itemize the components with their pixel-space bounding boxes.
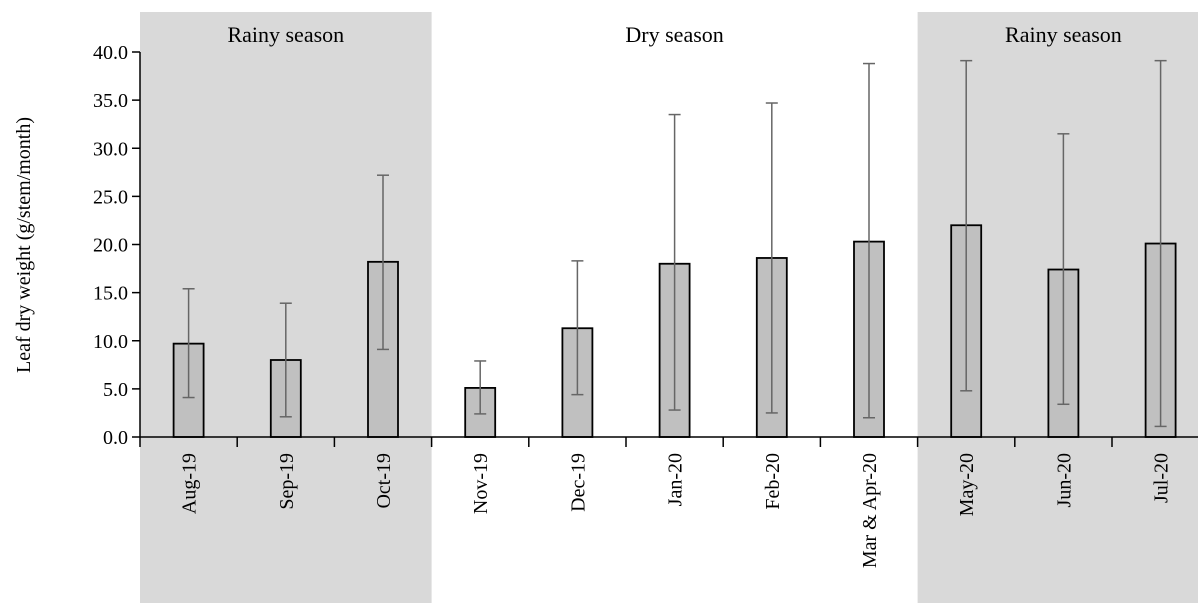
error-bar-5 (668, 113, 681, 411)
error-bar-10 (1154, 59, 1167, 428)
x-tick-label-9: Jun-20 (1053, 453, 1075, 507)
y-tick-label-6: 30.0 (93, 138, 128, 160)
y-tick-label-5: 25.0 (93, 186, 128, 208)
x-tick-label-5: Jan-20 (665, 453, 687, 506)
y-tick-label-0: 0.0 (103, 427, 128, 449)
error-bar-1 (279, 302, 292, 418)
y-tick-label-3: 15.0 (93, 283, 128, 305)
season-labels: Rainy season Dry season Rainy season (227, 22, 1121, 47)
season-label-2: Rainy season (1005, 22, 1122, 47)
x-tick-label-10: Jul-20 (1151, 453, 1173, 503)
x-tick-label-3: Nov-19 (470, 453, 492, 514)
y-axis: 0.0 5.0 10.0 15.0 20.0 25.0 30.0 35.0 40.0 (93, 42, 141, 449)
x-tick-label-2: Oct-19 (373, 453, 395, 509)
error-bar-3 (474, 360, 487, 415)
error-bars (182, 59, 1167, 428)
error-bar-6 (765, 102, 778, 414)
error-bar-2 (377, 174, 389, 351)
x-tick-label-6: Feb-20 (762, 453, 784, 510)
season-label-0: Rainy season (227, 22, 344, 47)
x-tick-label-4: Dec-19 (567, 453, 589, 512)
error-bar-9 (1057, 133, 1070, 406)
y-tick-label-7: 35.0 (93, 90, 128, 112)
error-bar-8 (960, 59, 973, 392)
season-label-1: Dry season (625, 22, 723, 47)
y-tick-label-1: 5.0 (103, 379, 128, 401)
y-axis-label: Leaf dry weight (g/stem/month) (13, 117, 35, 373)
error-bar-0 (182, 288, 195, 399)
x-tick-label-1: Sep-19 (276, 453, 298, 510)
x-tick-label-0: Aug-19 (179, 453, 201, 514)
x-tick-label-8: May-20 (956, 453, 978, 516)
y-tick-label-2: 10.0 (93, 331, 128, 353)
error-bar-4 (571, 260, 584, 396)
x-axis: Aug-19 Sep-19 Oct-19 Nov-19 Dec-19 Jan-20 Feb-… (139, 436, 1198, 568)
y-tick-label-4: 20.0 (93, 235, 128, 257)
y-tick-label-8: 40.0 (93, 42, 128, 64)
x-tick-label-7: Mar & Apr-20 (859, 453, 881, 568)
error-bar-7 (863, 62, 875, 419)
